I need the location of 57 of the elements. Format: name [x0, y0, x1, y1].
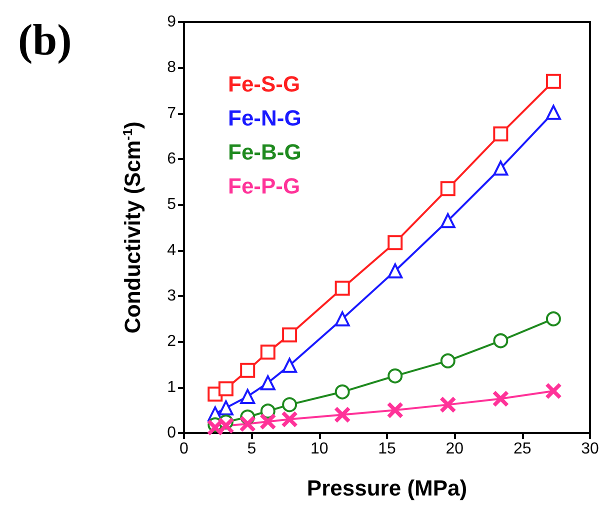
point	[493, 160, 508, 176]
point	[218, 400, 234, 416]
x-tick-label: 15	[378, 440, 396, 458]
y-tick-label: 6	[167, 150, 176, 168]
point	[218, 381, 234, 396]
point	[546, 383, 561, 398]
x-tick-label: 20	[446, 440, 464, 458]
point	[240, 388, 256, 404]
y-tick-label: 2	[167, 333, 176, 350]
x-tick-label: 30	[581, 440, 599, 458]
point	[388, 368, 403, 384]
point	[260, 414, 276, 430]
point	[282, 327, 298, 342]
point	[334, 311, 350, 326]
point	[260, 375, 276, 390]
point	[334, 280, 350, 296]
text: Fe-P-G	[228, 174, 300, 198]
point	[546, 74, 561, 89]
y-tick-label: 5	[167, 196, 176, 214]
y-tick-label: 8	[167, 59, 176, 76]
x-tick-label: 10	[310, 440, 328, 458]
y-tick-label: 7	[167, 104, 176, 122]
point	[440, 213, 456, 228]
point	[546, 104, 561, 120]
point	[388, 235, 403, 250]
point	[440, 353, 456, 368]
x-tick-label: 25	[513, 440, 532, 458]
y-tick-label: 3	[167, 288, 176, 304]
point	[334, 384, 350, 400]
point	[388, 402, 403, 418]
y-tick-label: 0	[167, 424, 176, 442]
point	[388, 263, 403, 278]
point	[282, 397, 298, 412]
point	[334, 407, 350, 422]
y-axis-title: Conductivity (Scm-1)	[120, 121, 145, 334]
text: Fe-B-G	[228, 140, 302, 164]
point	[218, 418, 234, 434]
y-tick-label: 4	[167, 242, 176, 259]
point	[260, 344, 276, 360]
y-tick-label: 1	[167, 378, 176, 396]
point	[493, 126, 508, 142]
text: Fe-S-G	[228, 72, 300, 96]
text: Fe-N-G	[228, 106, 302, 130]
point	[493, 333, 508, 348]
point	[440, 181, 456, 196]
point	[240, 362, 256, 378]
point	[440, 397, 456, 412]
chart-title: (b)	[18, 16, 72, 64]
point	[493, 391, 508, 406]
point	[282, 412, 298, 427]
x-tick-label: 0	[180, 440, 189, 458]
x-axis-title: Pressure (MPa)	[306, 476, 468, 500]
y-tick-label: 9	[167, 14, 176, 30]
point	[546, 311, 561, 326]
point	[240, 416, 256, 432]
point	[282, 358, 298, 373]
x-tick-label: 5	[247, 440, 256, 458]
